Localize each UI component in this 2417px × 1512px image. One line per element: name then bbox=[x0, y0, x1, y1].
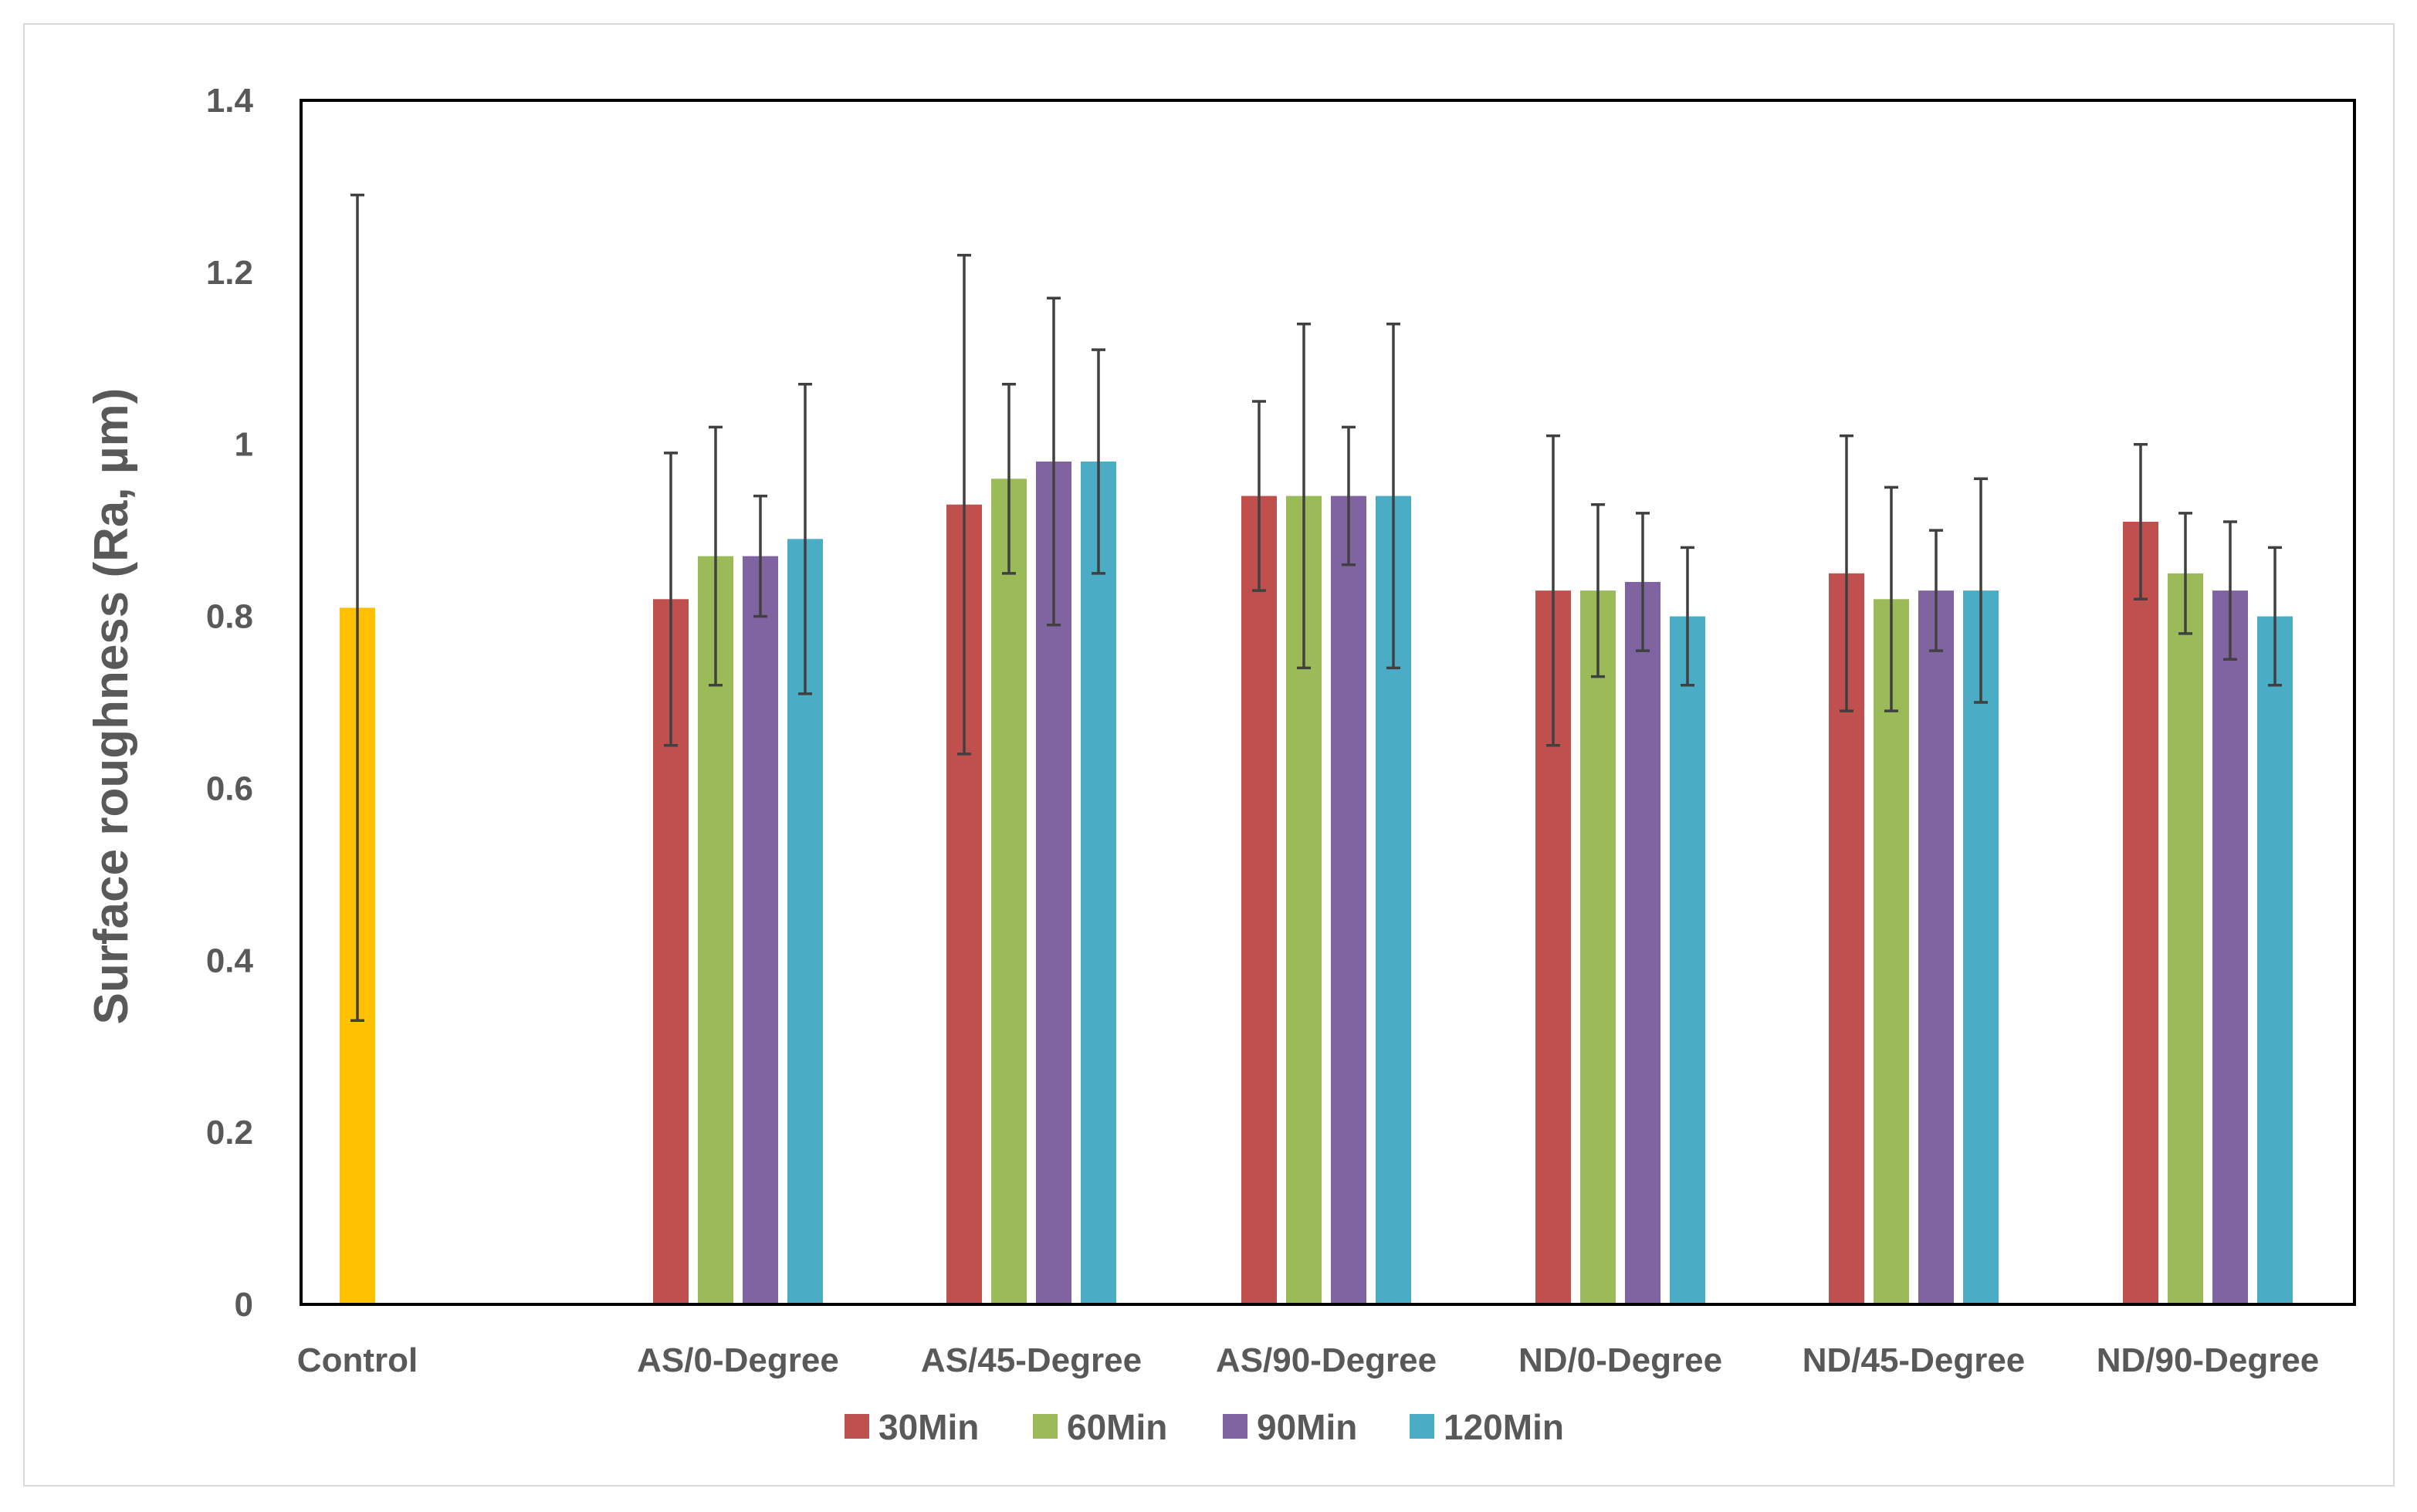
plot-border bbox=[300, 99, 2356, 1306]
error-bar bbox=[1297, 322, 1311, 670]
error-bar bbox=[1591, 502, 1605, 678]
bar-60min bbox=[2168, 573, 2203, 1304]
bar-60min bbox=[1874, 599, 1909, 1304]
y-tick-label: 0.2 bbox=[206, 1114, 253, 1152]
error-bar bbox=[2223, 520, 2237, 661]
bar-90min bbox=[2212, 590, 2248, 1304]
x-tick-label: AS/45-Degree bbox=[921, 1341, 1142, 1379]
x-tick-label: AS/90-Degree bbox=[1216, 1341, 1437, 1379]
error-bar bbox=[2268, 546, 2282, 687]
error-bar bbox=[1681, 546, 1694, 687]
bar-90min bbox=[1331, 496, 1366, 1304]
y-axis-ticks: 0 0.2 0.4 0.6 0.8 1 1.2 1.4 bbox=[206, 82, 254, 1324]
x-tick-label: Control bbox=[297, 1341, 418, 1379]
x-tick-label: ND/0-Degree bbox=[1518, 1341, 1722, 1379]
bar-30min bbox=[2123, 522, 2158, 1304]
bar-120min bbox=[1963, 590, 1999, 1304]
y-tick-label: 0.4 bbox=[206, 942, 254, 979]
y-tick-label: 0 bbox=[235, 1286, 253, 1324]
legend-swatch-90min bbox=[1223, 1414, 1247, 1439]
x-tick-label: AS/0-Degree bbox=[637, 1341, 839, 1379]
bar-90min bbox=[743, 556, 778, 1304]
error-bar bbox=[1974, 477, 1988, 704]
y-tick-label: 1.2 bbox=[206, 254, 253, 292]
legend-label: 120Min bbox=[1444, 1407, 1564, 1447]
error-bar bbox=[1002, 382, 1016, 575]
error-bar bbox=[1636, 512, 1650, 652]
y-tick-label: 0.8 bbox=[206, 598, 253, 636]
legend-swatch-60min bbox=[1033, 1414, 1058, 1439]
error-bar bbox=[1092, 348, 1105, 575]
x-tick-label: ND/90-Degree bbox=[2097, 1341, 2320, 1379]
error-bar bbox=[1929, 529, 1943, 652]
bar-120min bbox=[2257, 616, 2293, 1304]
plot-area bbox=[300, 99, 2356, 1306]
bar-30min bbox=[1241, 496, 1277, 1304]
error-bar bbox=[2134, 442, 2148, 601]
error-bar bbox=[1840, 434, 1853, 712]
error-bar bbox=[350, 193, 364, 1023]
error-bar bbox=[1386, 322, 1400, 670]
y-tick-label: 1 bbox=[235, 426, 253, 464]
error-bar bbox=[1252, 400, 1266, 592]
y-axis-label: Surface roughness (Ra, µm) bbox=[85, 388, 138, 1025]
error-bar bbox=[798, 382, 812, 695]
bars bbox=[301, 462, 2354, 1306]
legend-swatch-30min bbox=[845, 1414, 869, 1439]
error-bar bbox=[957, 253, 971, 756]
legend: 30Min 60Min 90Min 120Min bbox=[845, 1407, 1564, 1447]
error-bars bbox=[350, 193, 2282, 1023]
error-bar bbox=[753, 494, 767, 618]
error-bar bbox=[709, 425, 723, 687]
bar-60min bbox=[991, 479, 1027, 1305]
legend-swatch-120min bbox=[1410, 1414, 1434, 1439]
x-tick-label: ND/45-Degree bbox=[1803, 1341, 2026, 1379]
legend-label: 90Min bbox=[1257, 1407, 1357, 1447]
error-bar bbox=[1546, 434, 1560, 747]
x-axis-categories: Control AS/0-Degree AS/45-Degree AS/90-Degr… bbox=[297, 1341, 2319, 1379]
legend-label: 30Min bbox=[878, 1407, 979, 1447]
bar-90min bbox=[1625, 582, 1660, 1304]
legend-label: 60Min bbox=[1067, 1407, 1167, 1447]
y-tick-label: 1.4 bbox=[206, 82, 254, 120]
error-bar bbox=[664, 452, 678, 747]
error-bar bbox=[2178, 512, 2192, 635]
bar-120min bbox=[1081, 462, 1116, 1304]
bar-90min bbox=[1918, 590, 1954, 1304]
bar-120min bbox=[1670, 616, 1705, 1304]
chart-frame bbox=[23, 23, 2395, 1487]
error-bar bbox=[1047, 296, 1061, 627]
y-tick-label: 0.6 bbox=[206, 770, 253, 807]
error-bar bbox=[1884, 485, 1898, 712]
error-bar bbox=[1342, 425, 1356, 567]
bar-60min bbox=[1580, 590, 1616, 1304]
